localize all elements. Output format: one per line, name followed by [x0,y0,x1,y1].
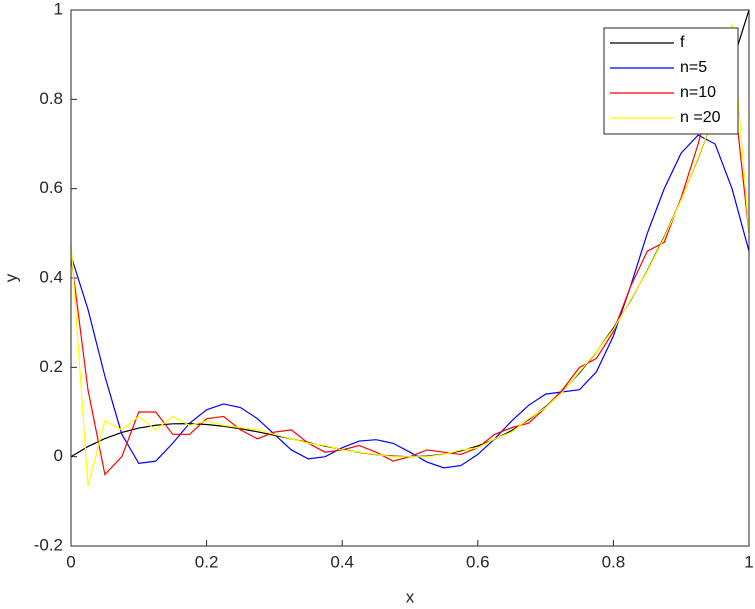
y-tick-label: 0.2 [39,357,63,376]
legend-label: f [680,34,685,51]
x-axis-label: x [406,587,415,606]
x-tick-label: 0 [66,552,75,571]
legend-label: n=10 [680,84,716,101]
y-axis-label: y [1,273,20,282]
axes-box [70,9,750,547]
series-line [71,134,749,469]
y-tick-label: 0.6 [39,178,63,197]
legend: f n=5 n=10 n =20 [603,27,739,135]
x-tick-label: 0.6 [466,552,490,571]
x-tick-label: 0.4 [330,552,354,571]
x-tick-label: 0.2 [195,552,219,571]
legend-box [603,27,739,135]
legend-label: n =20 [680,109,721,126]
y-tick-label: 0 [54,446,63,465]
series-line [71,23,749,486]
y-tick-label: 0.8 [39,89,63,108]
x-tick-label: 1 [744,552,753,571]
series-line [71,76,749,476]
legend-label: n=5 [680,59,707,76]
y-tick-label: 1 [54,0,63,18]
x-tick-label: 0.8 [602,552,626,571]
y-tick-label: -0.2 [34,535,63,554]
y-tick-label: 0.4 [39,267,63,286]
